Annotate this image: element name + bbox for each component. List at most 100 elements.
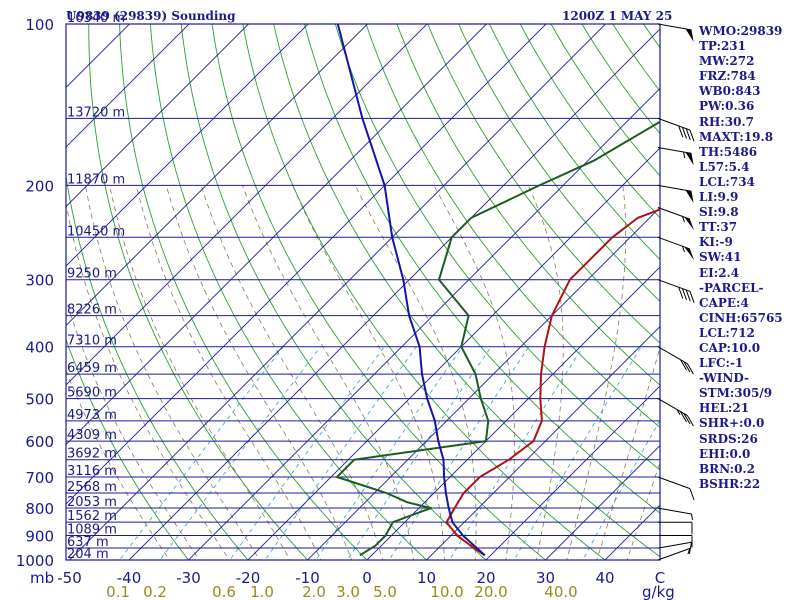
dry-adiabat-line — [427, 24, 660, 344]
index-item: MAXT:19.8 — [699, 129, 774, 144]
wind-barb-shaft — [657, 476, 691, 490]
wind-barb-shaft — [657, 507, 692, 515]
height-label: 1089 m — [67, 522, 117, 537]
height-label: 8226 m — [67, 303, 117, 318]
height-label: 1562 m — [67, 509, 117, 524]
dry-adiabat-line — [88, 24, 309, 560]
pressure-tick-label: 700 — [25, 469, 54, 487]
parcel-trace — [336, 24, 486, 557]
height-label: 9250 m — [67, 267, 117, 282]
observation-time: 1200Z 1 MAY 25 — [562, 9, 673, 23]
wind-barb-feather — [683, 361, 691, 373]
mixing-ratio-tick-label: 40.0 — [544, 583, 577, 600]
mixing-ratio-lines — [119, 346, 660, 560]
moist-adiabat-line — [433, 185, 515, 560]
pressure-tick-label: 100 — [25, 16, 54, 34]
isotherm-line — [425, 325, 660, 560]
wind-barb-feather — [687, 415, 694, 427]
isotherm-line — [187, 87, 660, 560]
temperature-tick-label: -10 — [295, 569, 320, 587]
index-item: TH:5486 — [699, 144, 758, 159]
isotherm-line — [68, 24, 607, 560]
dry-adiabat-line — [304, 24, 660, 514]
moist-adiabat-line — [165, 185, 353, 560]
wind-barb-pennant — [684, 217, 695, 231]
mixing-ratio-tick-label: 0.2 — [143, 583, 167, 600]
index-item: TP:231 — [699, 39, 747, 54]
moist-adiabat-line — [109, 185, 291, 560]
dry-adiabats — [66, 24, 660, 560]
moist-adiabat-line — [242, 185, 414, 560]
wind-barb-half-feather — [683, 151, 686, 159]
temperature-tick-label: -40 — [117, 569, 142, 587]
wind-barb — [657, 117, 695, 142]
temperature-tick-label: 40 — [595, 569, 614, 587]
mixing-ratio-line — [346, 346, 492, 560]
wind-barb-feather — [688, 542, 692, 555]
index-item: -PARCEL- — [699, 280, 764, 295]
index-item: LCL:712 — [699, 325, 755, 340]
isobars — [65, 23, 661, 561]
wind-barb-pennant — [684, 246, 695, 261]
isotherm-line — [66, 24, 428, 386]
wind-barb-half-feather — [681, 216, 685, 223]
dry-adiabat-line — [334, 24, 660, 471]
isotherm-line — [66, 24, 250, 208]
mixing-ratio-unit-label: g/kg — [642, 583, 675, 600]
index-item: CINH:65765 — [699, 310, 783, 325]
isotherm-line — [66, 24, 309, 267]
wind-barb-shaft — [657, 23, 692, 31]
index-item: SRDS:26 — [699, 431, 758, 446]
moist-adiabat-line — [66, 200, 230, 560]
pressure-tick-label: 400 — [25, 339, 54, 357]
dry-adiabat-line — [365, 24, 660, 428]
temperature-tick-label: -50 — [57, 569, 82, 587]
mixing-ratio-tick-label: 0.1 — [106, 583, 130, 600]
wind-barb-feather — [683, 413, 691, 425]
moist-adiabat-line — [66, 369, 170, 560]
wind-barb-feather — [689, 129, 695, 142]
wind-barb-half-feather — [676, 409, 681, 416]
isotherm-line — [66, 24, 369, 327]
temperature-tick-label: 30 — [536, 569, 555, 587]
wind-barb-shaft — [657, 117, 691, 131]
wind-barb-half-feather — [690, 513, 694, 520]
mixing-ratio-line — [315, 346, 463, 560]
wind-barb — [657, 147, 694, 166]
wind-barb-feather — [685, 289, 691, 302]
index-item: BRN:0.2 — [699, 461, 755, 476]
isotherm-line — [66, 24, 190, 148]
mixing-ratio-tick-label: 20.0 — [474, 583, 507, 600]
mixing-ratio-line — [513, 346, 642, 560]
wind-barb-feather — [680, 411, 687, 423]
dry-adiabat-line — [180, 24, 487, 560]
wind-barb — [657, 207, 695, 231]
index-item: BSHR:22 — [699, 476, 761, 491]
wind-barb-shaft — [657, 346, 688, 365]
wind-barb — [658, 535, 693, 548]
mixing-ratio-line — [264, 346, 417, 560]
pressure-tick-label: 1000 — [16, 552, 54, 570]
wind-barb — [657, 236, 695, 261]
isotherm-line — [66, 24, 488, 446]
index-item: PW:0.36 — [699, 99, 755, 114]
wind-barb — [657, 507, 694, 520]
index-item: SW:41 — [699, 250, 742, 265]
mixing-ratio-line — [582, 419, 660, 560]
index-item: MW:272 — [699, 54, 755, 69]
index-item: -WIND- — [699, 371, 749, 386]
wind-barb-feather — [681, 127, 688, 139]
mixing-ratio-tick-label: 2.0 — [302, 583, 326, 600]
height-label: 5690 m — [67, 386, 117, 401]
temperature-tick-label: 0 — [362, 569, 372, 587]
mixing-ratio-tick-label: 10.0 — [430, 583, 463, 600]
height-label: 4973 m — [67, 408, 117, 423]
moist-adiabat-line — [566, 185, 627, 560]
dry-adiabat-line — [66, 338, 190, 560]
plot-frame — [65, 23, 661, 561]
index-item: LI:9.9 — [699, 190, 739, 205]
wind-barb-shaft — [657, 398, 688, 417]
mixing-ratio-tick-label: 5.0 — [373, 583, 397, 600]
temperature-unit-label: C — [655, 569, 665, 587]
index-item: SHR+:0.0 — [699, 416, 765, 431]
